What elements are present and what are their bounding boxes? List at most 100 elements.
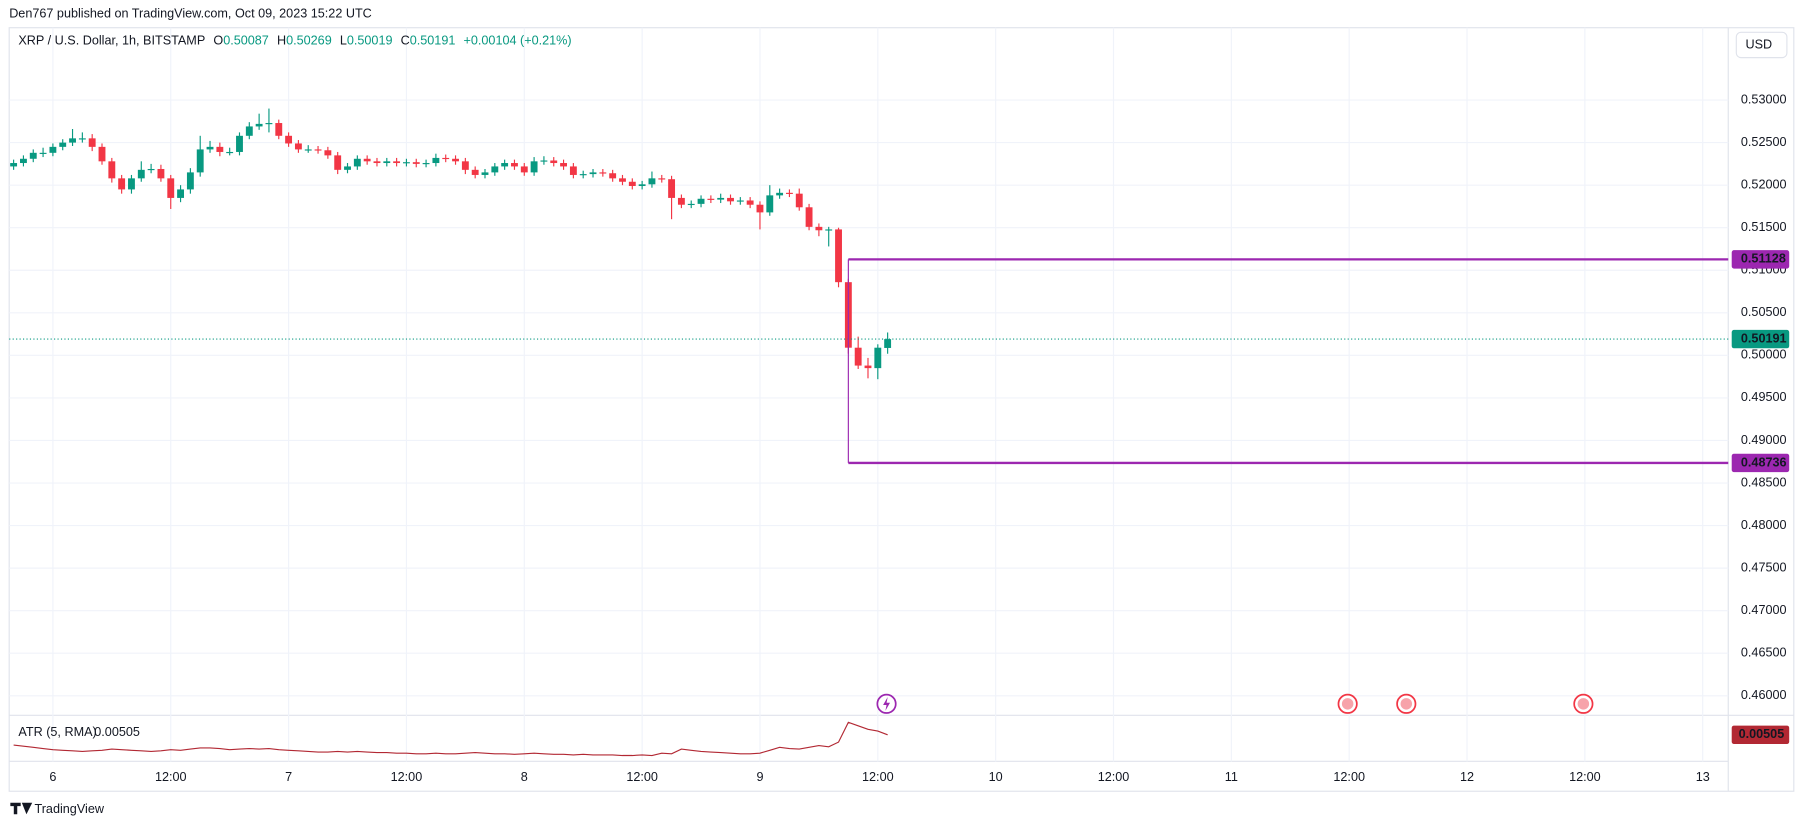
candle-body	[727, 197, 734, 202]
y-tick-label: 0.47000	[1741, 603, 1787, 617]
atr-name: ATR (5, RMA)	[18, 725, 96, 739]
candle-body	[550, 160, 558, 164]
candle-body	[98, 146, 106, 162]
candle-body	[717, 197, 725, 200]
y-tick-label: 0.50000	[1741, 348, 1787, 362]
y-tick-label: 0.48500	[1741, 475, 1787, 489]
candle-body	[795, 193, 803, 208]
candle-body	[658, 178, 666, 180]
candle-body	[569, 166, 577, 175]
flag	[1341, 698, 1354, 710]
candle-body	[88, 138, 96, 147]
candle-body	[422, 163, 430, 165]
candle-body	[20, 158, 27, 164]
candle-body	[196, 149, 204, 173]
candle-body	[226, 151, 234, 154]
candle-body	[746, 200, 754, 205]
candle-body	[520, 166, 528, 173]
x-tick-label: 12:00	[391, 770, 423, 784]
candle-body	[825, 229, 833, 231]
candle-body	[236, 135, 243, 152]
chart-frame	[8, 27, 1795, 792]
x-tick-label: 7	[285, 770, 292, 784]
x-tick-label: 12:00	[1569, 770, 1601, 784]
candle-body	[697, 198, 705, 204]
change: +0.00104 (+0.21%)	[464, 34, 572, 48]
candle-body	[442, 157, 450, 160]
y-tick-label: 0.47500	[1741, 560, 1787, 574]
candle-body	[579, 174, 587, 176]
tv-logo	[10, 802, 33, 815]
y-tick-label: 0.49500	[1741, 390, 1787, 404]
lightning	[883, 696, 891, 711]
y-tick-label: 0.48000	[1741, 518, 1787, 532]
candle-body	[304, 149, 312, 151]
candle-body	[206, 146, 214, 150]
candle-body	[344, 166, 351, 170]
level-label: 0.48736	[1741, 455, 1787, 469]
candle-body	[530, 161, 538, 173]
candle-body	[137, 169, 145, 179]
candle-body	[167, 178, 175, 198]
currency-button[interactable]: USD	[1735, 31, 1788, 59]
last-price-tag	[1731, 329, 1790, 349]
candle-body	[69, 138, 76, 143]
candle-body	[49, 146, 57, 153]
candle-body	[501, 163, 509, 167]
candle-body	[373, 161, 381, 164]
candle-body	[255, 123, 263, 127]
o-label: O	[213, 34, 223, 48]
candle-body	[854, 347, 862, 366]
candle-body	[609, 173, 617, 179]
candle-body	[314, 149, 322, 151]
candle-body	[294, 143, 302, 150]
level-tag	[1731, 453, 1790, 473]
atr-line	[13, 721, 888, 757]
candle-body	[599, 172, 607, 174]
y-tick-label: 0.52000	[1741, 178, 1787, 192]
l-value: 0.50019	[347, 34, 393, 48]
atr-value: 0.00505	[94, 725, 140, 739]
candle-body	[334, 155, 342, 170]
candle-body	[128, 178, 135, 190]
x-tick-label: 13	[1696, 770, 1710, 784]
candle-body	[393, 161, 401, 164]
event-icons	[876, 693, 1594, 714]
candle-body	[157, 168, 165, 179]
candle-body	[78, 138, 86, 140]
symbol: XRP / U.S. Dollar, 1h, BITSTAMP	[18, 34, 205, 48]
candle-body	[835, 229, 842, 283]
candle-body	[707, 198, 715, 200]
x-tick-label: 12:00	[1333, 770, 1365, 784]
candle-body	[756, 204, 764, 213]
candle-body	[452, 158, 459, 162]
candle-body	[511, 163, 518, 167]
candle-body	[766, 195, 774, 213]
x-tick-label: 9	[756, 770, 763, 784]
candle-body	[265, 123, 273, 125]
candle-body	[216, 146, 224, 152]
footer-brand: TradingView	[34, 802, 104, 816]
candle-body	[275, 123, 283, 136]
candle-body	[29, 152, 37, 159]
button-frame[interactable]	[1735, 31, 1788, 59]
candle-body	[177, 189, 185, 198]
candle-body	[285, 135, 293, 144]
y-tick-label: 0.51500	[1741, 220, 1787, 234]
flag	[1577, 698, 1590, 710]
button-label[interactable]: USD	[1746, 37, 1773, 51]
h-value: 0.50269	[286, 34, 332, 48]
candle-body	[363, 158, 371, 162]
candle-body	[540, 160, 548, 162]
l-label: L	[340, 34, 347, 48]
candle-body	[687, 203, 695, 206]
labels: 0.530000.525000.520000.515000.510000.505…	[49, 92, 1790, 784]
x-tick-label: 12:00	[155, 770, 187, 784]
candle-body	[10, 163, 18, 167]
candle-body	[805, 207, 813, 227]
candle-body	[736, 200, 744, 202]
candle-body	[776, 192, 784, 196]
